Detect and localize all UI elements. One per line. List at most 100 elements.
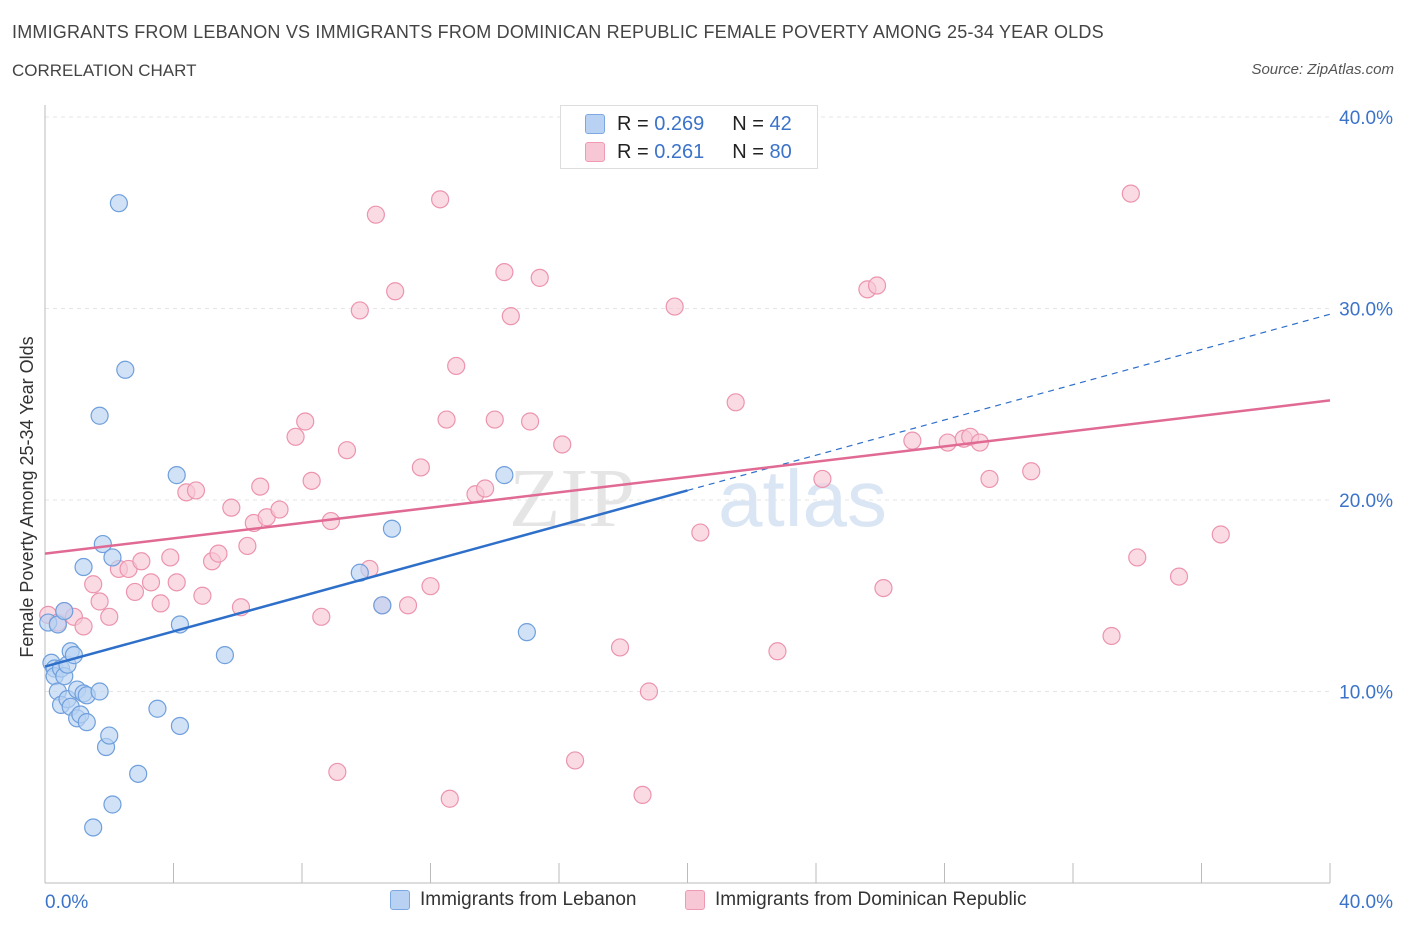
point-dominican bbox=[874, 578, 893, 598]
point-dominican bbox=[74, 617, 93, 636]
point-dominican bbox=[691, 523, 710, 542]
chart-subtitle: CORRELATION CHART bbox=[12, 61, 197, 80]
tick-labels: 10.0% 20.0% 30.0% 40.0% 0.0% 40.0% bbox=[45, 108, 1393, 913]
point-lebanon bbox=[77, 713, 96, 732]
point-dominican bbox=[386, 282, 405, 301]
point-dominican bbox=[209, 544, 228, 563]
y-tick-label: 40.0% bbox=[1339, 108, 1393, 129]
point-dominican bbox=[447, 356, 466, 376]
point-dominican bbox=[633, 785, 652, 805]
point-dominican bbox=[610, 638, 630, 657]
bottom-legend-lebanon[interactable]: Immigrants from Lebanon bbox=[390, 889, 637, 911]
point-dominican bbox=[1211, 525, 1230, 544]
point-lebanon bbox=[100, 726, 119, 745]
watermark-zip: ZIP bbox=[509, 452, 635, 545]
source-label: Source: ZipAtlas.com bbox=[1251, 61, 1394, 78]
point-dominican bbox=[440, 789, 459, 808]
y-tick-label: 10.0% bbox=[1339, 683, 1393, 704]
y-axis-label: Female Poverty Among 25-34 Year Olds bbox=[17, 336, 37, 657]
x-tick-label: 40.0% bbox=[1339, 892, 1393, 913]
x-tick-label: 0.0% bbox=[45, 892, 88, 913]
point-dominican bbox=[520, 412, 540, 431]
point-dominican bbox=[100, 607, 119, 626]
point-lebanon bbox=[55, 601, 74, 621]
point-lebanon bbox=[148, 699, 167, 718]
point-dominican bbox=[813, 469, 832, 489]
point-lebanon bbox=[74, 557, 93, 577]
point-dominican bbox=[90, 592, 109, 611]
bottom-legend-label-dominican: Immigrants from Dominican Republic bbox=[715, 889, 1027, 910]
point-lebanon bbox=[167, 466, 186, 485]
point-dominican bbox=[867, 276, 887, 295]
y-tick-label: 20.0% bbox=[1339, 491, 1393, 512]
legend-r-value-lebanon: 0.269 bbox=[654, 112, 705, 135]
point-dominican bbox=[251, 477, 270, 496]
point-dominican bbox=[151, 594, 170, 613]
trend-lines bbox=[44, 313, 1331, 668]
point-dominican bbox=[296, 412, 315, 431]
point-dominican bbox=[186, 481, 206, 500]
legend-row-lebanon: R = 0.269 N = 42 bbox=[585, 111, 792, 137]
point-lebanon bbox=[103, 795, 122, 814]
point-dominican bbox=[312, 607, 331, 626]
point-dominican bbox=[125, 582, 145, 602]
point-dominican bbox=[141, 573, 161, 592]
point-dominican bbox=[411, 458, 430, 477]
point-dominican bbox=[1102, 626, 1121, 646]
trend-extension-lebanon bbox=[687, 313, 1331, 492]
point-lebanon bbox=[90, 406, 109, 425]
point-lebanon bbox=[373, 596, 392, 615]
point-lebanon bbox=[382, 519, 402, 538]
point-dominican bbox=[84, 575, 103, 594]
point-dominican bbox=[238, 536, 257, 556]
point-dominican bbox=[431, 190, 450, 209]
point-dominican bbox=[421, 577, 440, 596]
point-lebanon bbox=[129, 764, 148, 783]
point-dominican bbox=[161, 548, 180, 567]
point-dominican bbox=[903, 431, 922, 450]
point-dominican bbox=[193, 586, 212, 605]
point-lebanon bbox=[116, 360, 135, 379]
bottom-legend-label-lebanon: Immigrants from Lebanon bbox=[420, 889, 637, 910]
point-lebanon bbox=[495, 466, 514, 485]
point-dominican bbox=[398, 596, 418, 615]
watermark-atlas: atlas bbox=[718, 454, 887, 543]
chart-title: IMMIGRANTS FROM LEBANON VS IMMIGRANTS FR… bbox=[12, 22, 1104, 42]
bottom-legend-swatch-lebanon bbox=[390, 890, 410, 910]
point-dominican bbox=[1022, 462, 1041, 481]
legend-swatch-dominican bbox=[585, 142, 605, 162]
point-dominican bbox=[553, 435, 572, 454]
point-dominican bbox=[328, 762, 347, 782]
point-dominican bbox=[350, 301, 369, 320]
legend-row-dominican: R = 0.261 N = 80 bbox=[585, 139, 792, 165]
point-lebanon bbox=[84, 818, 103, 837]
point-dominican bbox=[485, 410, 504, 429]
point-lebanon bbox=[90, 682, 109, 701]
bottom-legend-swatch-dominican bbox=[685, 890, 705, 910]
legend-n-label: N = bbox=[732, 112, 764, 135]
legend-swatch-lebanon bbox=[585, 114, 605, 134]
point-lebanon bbox=[170, 716, 190, 736]
point-dominican bbox=[665, 297, 684, 316]
point-dominican bbox=[938, 433, 957, 452]
legend-n-value-lebanon: 42 bbox=[769, 112, 792, 135]
point-dominican bbox=[286, 427, 305, 446]
point-dominican bbox=[337, 441, 357, 460]
legend-n-value-dominican: 80 bbox=[769, 140, 792, 163]
bottom-legend-dominican[interactable]: Immigrants from Dominican Republic bbox=[685, 889, 1027, 911]
legend-r-label: R = bbox=[617, 140, 649, 163]
y-tick-label: 30.0% bbox=[1339, 300, 1393, 321]
point-dominican bbox=[437, 410, 456, 429]
trend-line-lebanon bbox=[44, 489, 688, 668]
point-dominican bbox=[132, 552, 151, 571]
point-lebanon bbox=[215, 646, 234, 665]
point-lebanon bbox=[103, 548, 122, 567]
point-dominican bbox=[270, 500, 289, 519]
point-dominican bbox=[530, 268, 549, 287]
point-dominican bbox=[639, 682, 659, 701]
point-dominican bbox=[366, 205, 385, 224]
point-dominican bbox=[1121, 184, 1140, 203]
watermark: ZIP atlas bbox=[509, 452, 887, 545]
point-dominican bbox=[501, 307, 520, 326]
